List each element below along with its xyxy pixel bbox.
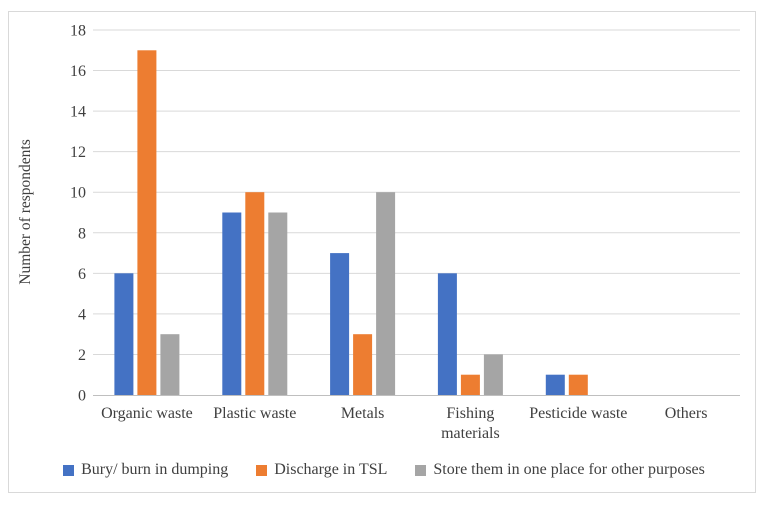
bar <box>114 273 134 395</box>
x-category-label: Plastic waste <box>213 405 296 422</box>
bar <box>137 50 157 396</box>
y-tick-label: 14 <box>70 104 86 121</box>
legend-swatch <box>63 464 75 476</box>
bar <box>460 374 480 395</box>
legend-item: Bury/ burn in dumping <box>63 461 228 479</box>
bar <box>568 374 588 395</box>
y-tick-label: 10 <box>70 185 86 202</box>
bar <box>245 192 265 395</box>
bar <box>545 374 565 395</box>
bar <box>353 334 373 395</box>
legend: Bury/ burn in dumping Discharge in TSL Sto… <box>10 461 758 479</box>
y-tick-label: 16 <box>70 63 86 80</box>
bar <box>222 212 242 395</box>
legend-swatch <box>415 464 427 476</box>
y-tick-label: 2 <box>78 347 86 364</box>
x-category-label: Pesticide waste <box>529 405 627 422</box>
legend-label: Discharge in TSL <box>274 461 388 478</box>
legend-item: Store them in one place for other purpos… <box>415 461 705 479</box>
y-tick-label: 8 <box>78 225 86 242</box>
y-tick-label: 4 <box>78 306 86 323</box>
legend-swatch <box>256 464 268 476</box>
bar <box>160 334 180 395</box>
x-category-label: Fishing <box>446 405 494 422</box>
bar <box>376 192 396 395</box>
x-category-label: materials <box>441 425 500 442</box>
legend-label: Bury/ burn in dumping <box>81 461 229 478</box>
y-tick-label: 0 <box>78 388 86 405</box>
x-category-label: Metals <box>341 405 385 422</box>
x-category-label: Others <box>665 405 708 422</box>
legend-label: Store them in one place for other purpos… <box>433 461 705 478</box>
y-tick-label: 18 <box>70 23 86 40</box>
y-axis-title: Number of respondents <box>17 139 34 285</box>
y-tick-label: 6 <box>78 266 86 283</box>
bar <box>437 273 457 395</box>
bar <box>268 212 288 395</box>
bar <box>330 253 350 395</box>
legend-item: Discharge in TSL <box>256 461 387 479</box>
y-tick-label: 12 <box>70 144 86 161</box>
x-category-label: Organic waste <box>101 405 193 422</box>
bar <box>483 354 503 395</box>
